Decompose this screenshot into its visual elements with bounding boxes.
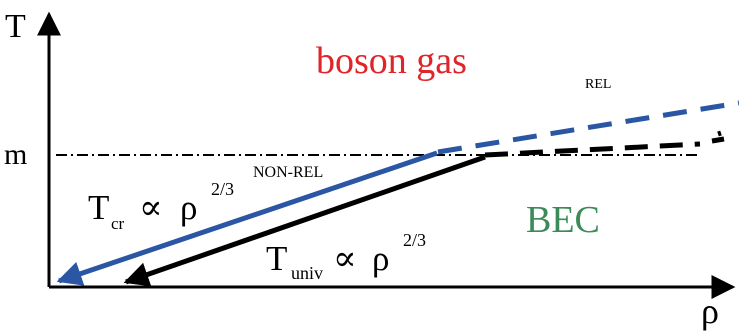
universal-temperature-formula: T univ ∝ ρ 2/3 [266, 230, 426, 283]
y-axis-label: T [5, 8, 26, 45]
universal-formula-proportional: ∝ [333, 239, 357, 278]
rel-label: REL [585, 77, 611, 92]
universal-line [123, 154, 486, 287]
critical-temperature-formula: T cr ∝ ρ 2/3 [88, 179, 234, 233]
universal-formula-rho: ρ [372, 239, 389, 278]
universal-formula-t: T [266, 239, 287, 278]
critical-formula-exponent: 2/3 [211, 179, 234, 199]
x-axis-label: ρ [701, 291, 719, 331]
critical-formula-subscript: cr [111, 214, 125, 233]
non-rel-label: NON-REL [253, 164, 323, 181]
m-level-label: m [4, 138, 27, 171]
universal-line-dashed [484, 130, 725, 158]
critical-formula-t: T [88, 188, 109, 227]
critical-line-dashed [437, 100, 739, 155]
critical-formula-rho: ρ [180, 188, 197, 227]
bec-label: BEC [526, 199, 600, 241]
critical-line [56, 150, 438, 286]
critical-formula-proportional: ∝ [139, 188, 163, 227]
boson-gas-label: boson gas [316, 40, 467, 82]
universal-formula-subscript: univ [291, 263, 323, 283]
universal-formula-exponent: 2/3 [403, 230, 426, 250]
